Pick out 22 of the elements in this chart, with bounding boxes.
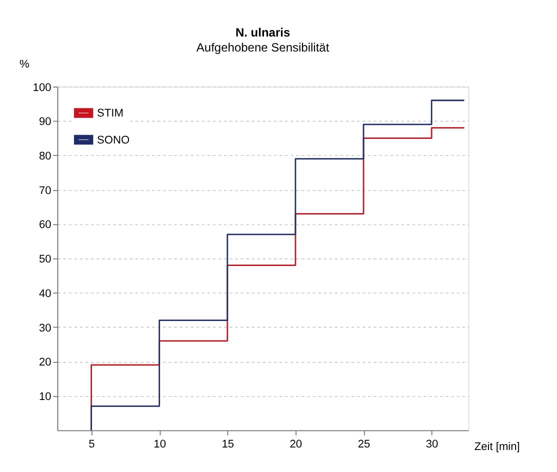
legend-label: STIM xyxy=(96,108,124,120)
x-tick-label: 10 xyxy=(154,438,166,450)
chart-subtitle: Aufgehobene Sensibilität xyxy=(196,40,330,55)
y-tick-label: 50 xyxy=(38,254,52,266)
x-tick-label: 5 xyxy=(88,438,95,450)
x-axis-title: Zeit [min] xyxy=(474,441,520,454)
legend-label: SONO xyxy=(96,134,130,146)
chart-title: N. ulnaris xyxy=(235,26,290,40)
x-tick-label: 30 xyxy=(426,438,438,450)
y-tick-label: 20 xyxy=(38,356,52,369)
y-axis-title: % xyxy=(20,58,30,71)
x-tick-label: 25 xyxy=(358,438,370,450)
y-tick-label: 30 xyxy=(38,322,52,334)
y-tick-label: 40 xyxy=(38,288,52,300)
y-tick-label: 70 xyxy=(38,184,52,197)
y-tick-label: 100 xyxy=(32,82,52,94)
y-tick-label: 10 xyxy=(38,391,52,404)
y-tick-label: 60 xyxy=(38,219,52,232)
y-tick-label: 80 xyxy=(38,150,52,163)
x-tick-label: 20 xyxy=(290,438,302,450)
x-tick-label: 15 xyxy=(222,438,234,450)
y-tick-label: 90 xyxy=(38,116,52,128)
